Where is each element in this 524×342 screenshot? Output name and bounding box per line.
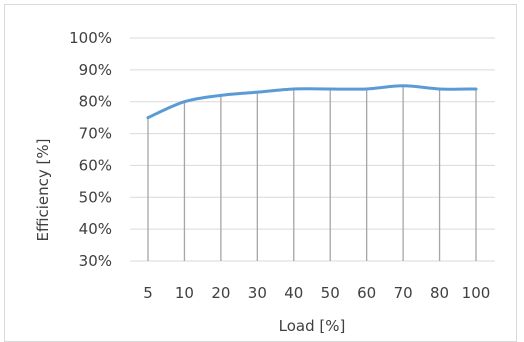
- x-tick-label: 40: [284, 284, 303, 302]
- y-tick-labels: 30% 40% 50% 60% 70% 80% 90% 100%: [69, 29, 112, 270]
- chart-frame: [4, 4, 517, 342]
- x-tick-label: 5: [143, 284, 153, 302]
- x-tick-label: 20: [211, 284, 230, 302]
- y-tick-label: 40%: [79, 220, 112, 238]
- x-tick-label: 10: [175, 284, 194, 302]
- series-line: [146, 84, 478, 120]
- y-tick-label: 50%: [79, 188, 112, 206]
- x-tick-label: 80: [430, 284, 449, 302]
- y-tick-label: 60%: [79, 156, 112, 174]
- x-tick-label: 100: [462, 284, 491, 302]
- x-gridlines: [147, 85, 477, 261]
- y-tick-label: 70%: [79, 125, 112, 143]
- x-tick-label: 30: [248, 284, 267, 302]
- y-tick-label: 80%: [79, 93, 112, 111]
- y-tick-label: 30%: [79, 252, 112, 270]
- x-tick-label: 70: [394, 284, 413, 302]
- x-tick-label: 50: [321, 284, 340, 302]
- y-axis-label: Efficiency [%]: [34, 139, 52, 242]
- x-tick-label: 60: [357, 284, 376, 302]
- x-axis-label: Load [%]: [279, 317, 346, 335]
- x-tick-labels: 5 10 20 30 40 50 60 70 80 100: [143, 284, 490, 302]
- y-tick-label: 90%: [79, 61, 112, 79]
- y-gridlines: [130, 37, 495, 262]
- y-tick-label: 100%: [69, 29, 112, 47]
